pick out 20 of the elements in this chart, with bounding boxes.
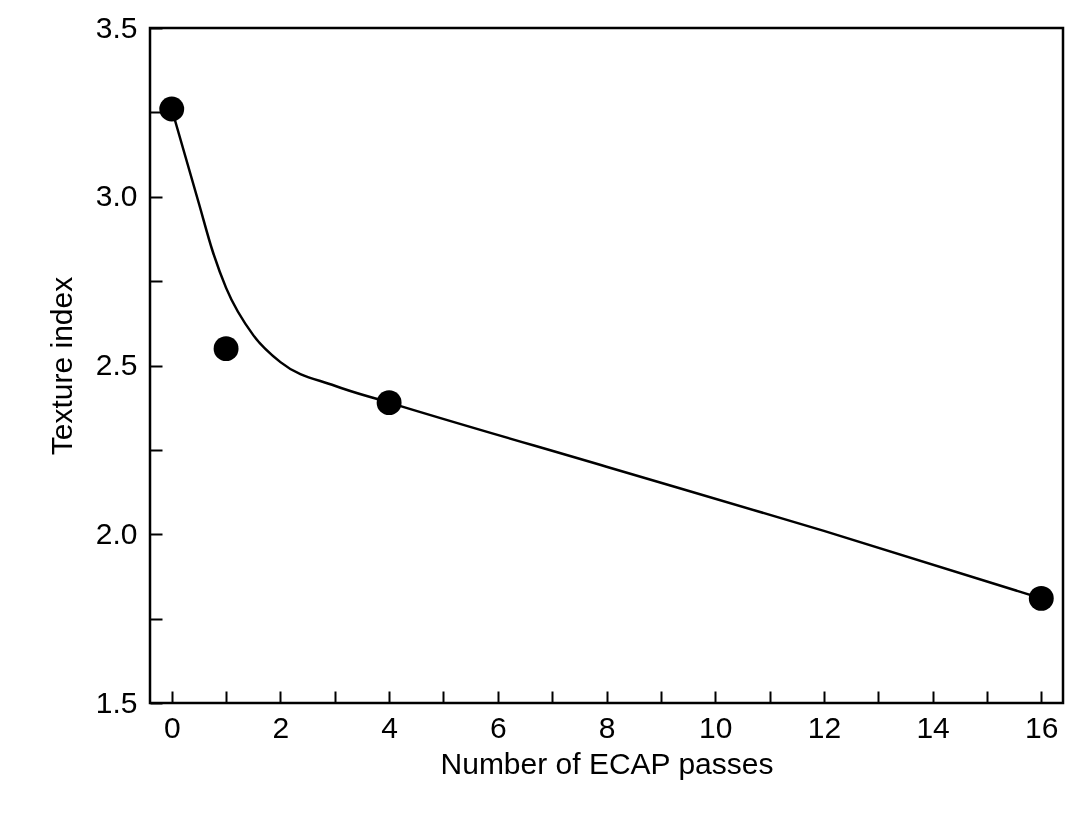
point [376, 390, 402, 416]
point [159, 96, 185, 122]
x-tick-label: 10 [699, 710, 733, 744]
y-tick-label: 2.5 [95, 348, 138, 381]
y-tick-label: 3.5 [95, 10, 138, 44]
y-axis-title: Texture index [44, 276, 78, 456]
y-tick-label: 2.0 [95, 516, 138, 550]
y-tick-label: 1.5 [95, 685, 138, 719]
y-tick-label: 3.0 [95, 179, 138, 213]
x-axis-title: Number of ECAP passes [440, 746, 774, 780]
x-tick-label: 4 [381, 710, 398, 744]
x-tick-label: 16 [1025, 710, 1059, 744]
x-tick-label: 0 [163, 710, 181, 744]
x-tick-label: 14 [916, 710, 950, 744]
x-tick-label: 12 [807, 710, 842, 744]
point [1028, 585, 1054, 611]
x-tick-label: 8 [598, 710, 616, 744]
x-tick-label: 6 [489, 710, 507, 744]
point [213, 336, 239, 362]
x-tick-label: 2 [272, 710, 290, 744]
